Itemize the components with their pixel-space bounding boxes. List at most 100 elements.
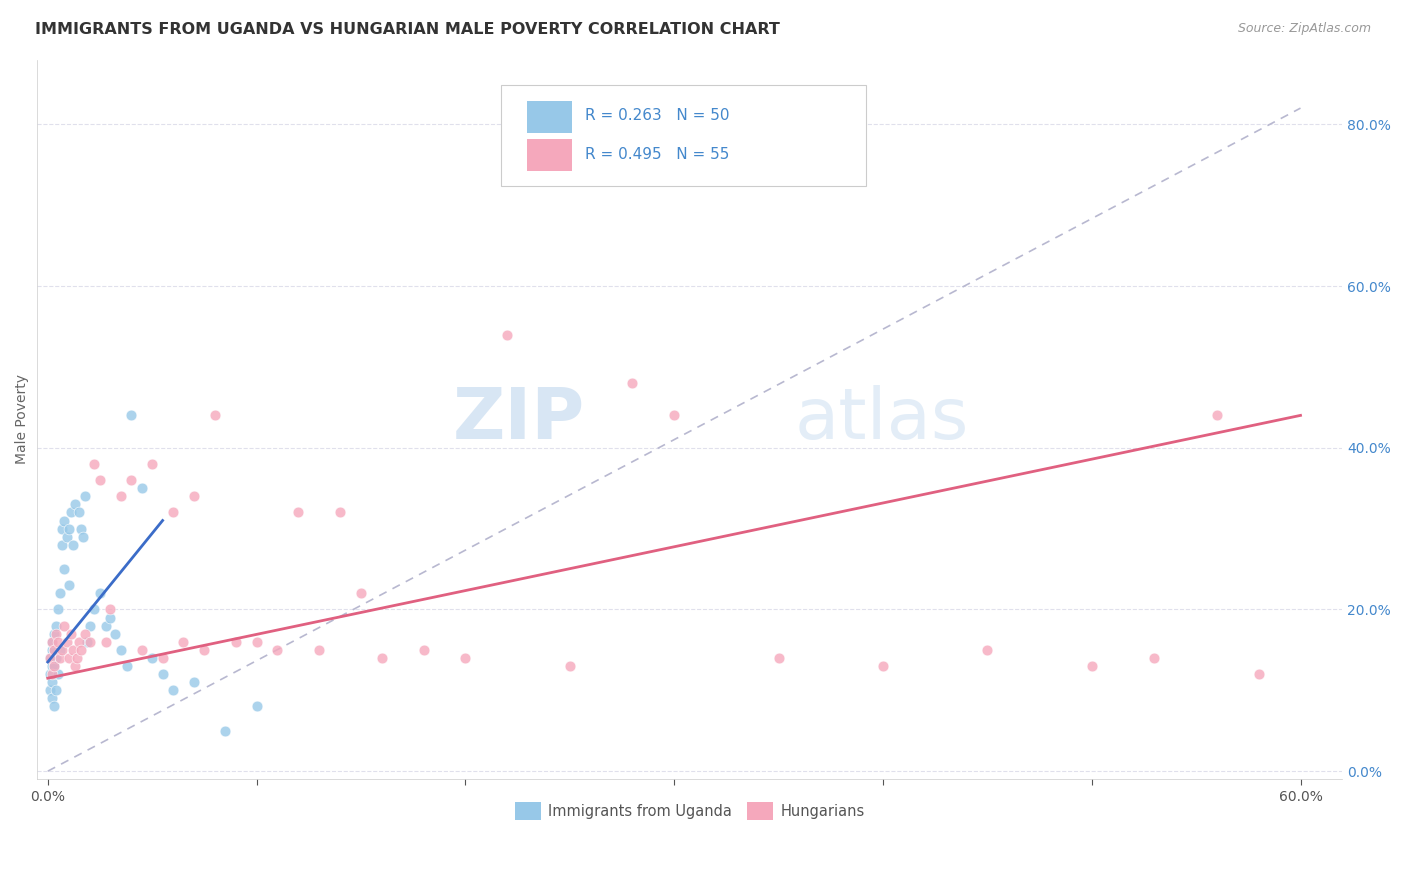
Point <box>83 457 105 471</box>
Point <box>245 699 267 714</box>
Point <box>371 651 394 665</box>
Point <box>67 505 90 519</box>
Point <box>204 409 226 423</box>
Point <box>89 473 111 487</box>
Point <box>49 586 72 600</box>
Point <box>53 562 76 576</box>
Point <box>51 643 73 657</box>
Point <box>100 602 122 616</box>
Point <box>46 602 69 616</box>
Bar <box>527 139 572 171</box>
Point <box>162 505 184 519</box>
Point <box>976 643 998 657</box>
Point <box>72 530 94 544</box>
Point <box>59 505 82 519</box>
Point <box>872 659 894 673</box>
Point <box>58 651 80 665</box>
Point <box>38 651 60 665</box>
Point <box>103 626 125 640</box>
Point <box>42 643 65 657</box>
Point <box>38 683 60 698</box>
Point <box>1206 409 1229 423</box>
Point <box>62 643 84 657</box>
Point <box>558 659 581 673</box>
Bar <box>527 101 572 133</box>
Point <box>287 505 309 519</box>
Point <box>173 635 195 649</box>
Point <box>110 489 132 503</box>
Point <box>662 409 685 423</box>
Point <box>42 659 65 673</box>
Point <box>63 659 86 673</box>
Text: atlas: atlas <box>794 385 969 454</box>
Point <box>79 618 101 632</box>
Point <box>266 643 288 657</box>
Point <box>41 635 63 649</box>
Point <box>75 489 97 503</box>
Point <box>70 522 93 536</box>
Point <box>53 618 76 632</box>
Text: Source: ZipAtlas.com: Source: ZipAtlas.com <box>1237 22 1371 36</box>
Point <box>46 635 69 649</box>
Point <box>45 683 67 698</box>
Point <box>42 699 65 714</box>
Text: R = 0.263   N = 50: R = 0.263 N = 50 <box>585 108 730 123</box>
Point <box>496 327 519 342</box>
Point <box>621 376 644 390</box>
Point <box>67 635 90 649</box>
Point <box>1247 667 1270 681</box>
Point <box>141 457 163 471</box>
Point <box>70 643 93 657</box>
Point <box>41 643 63 657</box>
Point <box>45 618 67 632</box>
Point <box>55 635 77 649</box>
Point <box>53 514 76 528</box>
Point <box>412 643 434 657</box>
Text: R = 0.495   N = 55: R = 0.495 N = 55 <box>585 147 730 162</box>
Point <box>76 635 98 649</box>
Point <box>46 667 69 681</box>
Point <box>83 602 105 616</box>
Point <box>214 723 236 738</box>
Point <box>110 643 132 657</box>
Point <box>183 675 205 690</box>
Point <box>89 586 111 600</box>
Point <box>79 635 101 649</box>
Point <box>42 643 65 657</box>
Point <box>308 643 330 657</box>
Point <box>38 651 60 665</box>
Point <box>41 659 63 673</box>
Point <box>96 618 118 632</box>
Point <box>38 667 60 681</box>
Point <box>63 497 86 511</box>
Point <box>1080 659 1102 673</box>
Point <box>45 651 67 665</box>
Point <box>41 675 63 690</box>
Point <box>51 538 73 552</box>
Y-axis label: Male Poverty: Male Poverty <box>15 375 30 465</box>
Point <box>152 667 174 681</box>
Text: ZIP: ZIP <box>453 385 585 454</box>
Point <box>41 635 63 649</box>
Point <box>55 530 77 544</box>
Point <box>115 659 138 673</box>
Point <box>225 635 247 649</box>
Point <box>58 578 80 592</box>
Point <box>141 651 163 665</box>
Point <box>245 635 267 649</box>
Point <box>42 659 65 673</box>
Point <box>49 651 72 665</box>
Point <box>66 651 89 665</box>
Text: IMMIGRANTS FROM UGANDA VS HUNGARIAN MALE POVERTY CORRELATION CHART: IMMIGRANTS FROM UGANDA VS HUNGARIAN MALE… <box>35 22 780 37</box>
Point <box>183 489 205 503</box>
Point <box>41 691 63 706</box>
Point <box>51 522 73 536</box>
Point <box>42 626 65 640</box>
Point <box>329 505 352 519</box>
Point <box>768 651 790 665</box>
Point <box>454 651 477 665</box>
Point <box>96 635 118 649</box>
FancyBboxPatch shape <box>501 85 866 186</box>
Point <box>62 538 84 552</box>
Point <box>41 667 63 681</box>
